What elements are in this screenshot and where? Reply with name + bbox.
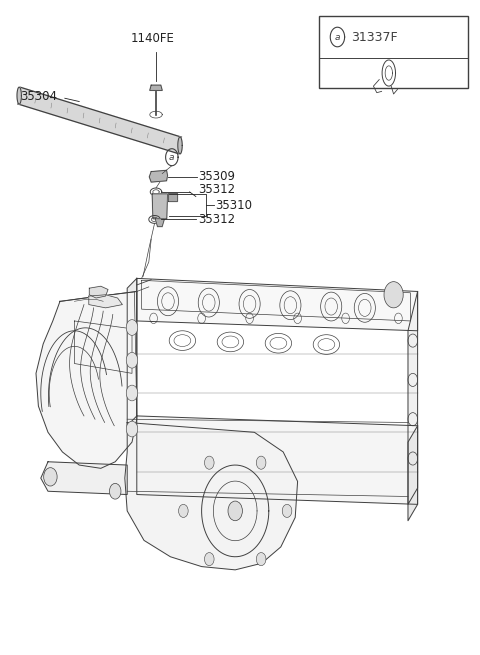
Circle shape <box>204 553 214 566</box>
Polygon shape <box>408 291 418 504</box>
Polygon shape <box>18 87 181 154</box>
Text: 1140FE: 1140FE <box>131 31 175 45</box>
Polygon shape <box>168 193 177 201</box>
Circle shape <box>228 501 242 521</box>
Text: a: a <box>169 153 175 162</box>
Text: 35304: 35304 <box>20 90 57 103</box>
Circle shape <box>126 352 138 368</box>
Polygon shape <box>155 219 165 227</box>
Text: 35312: 35312 <box>198 213 235 226</box>
Bar <box>319 16 468 88</box>
Text: a: a <box>335 33 340 41</box>
Polygon shape <box>127 278 137 426</box>
Circle shape <box>384 282 403 308</box>
Circle shape <box>256 553 266 566</box>
Polygon shape <box>41 462 127 495</box>
Polygon shape <box>152 194 168 219</box>
Circle shape <box>126 320 138 335</box>
Polygon shape <box>150 85 162 90</box>
Polygon shape <box>408 426 418 521</box>
Circle shape <box>109 483 121 499</box>
Polygon shape <box>178 137 182 154</box>
Circle shape <box>256 456 266 469</box>
Polygon shape <box>149 170 168 182</box>
Text: 35310: 35310 <box>215 198 252 212</box>
Text: 31337F: 31337F <box>351 31 397 43</box>
Polygon shape <box>137 416 418 504</box>
Polygon shape <box>89 286 108 298</box>
Circle shape <box>126 421 138 437</box>
Circle shape <box>179 504 188 517</box>
Circle shape <box>282 504 292 517</box>
Circle shape <box>44 468 57 486</box>
Circle shape <box>204 456 214 469</box>
Polygon shape <box>137 278 418 331</box>
Polygon shape <box>89 295 122 308</box>
Polygon shape <box>36 291 137 468</box>
Text: 35309: 35309 <box>198 170 235 183</box>
Polygon shape <box>125 422 298 570</box>
Text: 35312: 35312 <box>198 183 235 196</box>
Circle shape <box>126 385 138 401</box>
Polygon shape <box>17 87 22 104</box>
